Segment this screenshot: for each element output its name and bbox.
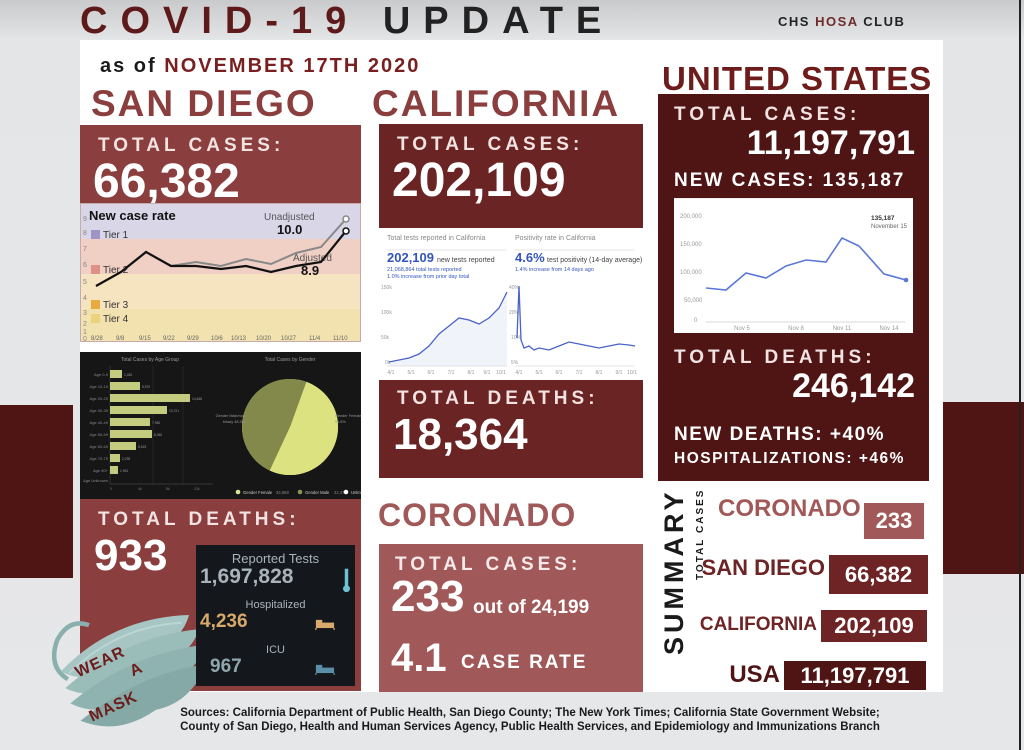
svg-text:Gender Male/non: Gender Male/non (216, 414, 245, 418)
svg-text:Age 50-59: Age 50-59 (90, 432, 109, 437)
svg-text:50k: 50k (381, 335, 390, 341)
svg-text:binary 48.3%: binary 48.3% (223, 420, 246, 424)
svg-text:1.4% increase from 14 days ago: 1.4% increase from 14 days ago (515, 267, 594, 273)
svg-text:Nov 11: Nov 11 (833, 326, 852, 332)
svg-text:202,109: 202,109 (387, 250, 434, 265)
svg-text:Gender Female: Gender Female (243, 490, 273, 495)
svg-text:40%: 40% (509, 285, 520, 291)
svg-text:New case rate: New case rate (89, 208, 176, 223)
svg-text:Gender Male: Gender Male (305, 490, 330, 495)
svg-text:Positivity rate in California: Positivity rate in California (515, 235, 596, 242)
svg-text:Nov 14: Nov 14 (879, 326, 899, 332)
svg-text:0: 0 (110, 487, 112, 491)
svg-text:4/1: 4/1 (388, 370, 395, 376)
svg-text:10/20: 10/20 (256, 336, 272, 342)
svg-text:6/1: 6/1 (428, 370, 435, 376)
svg-text:Age 70-79: Age 70-79 (90, 456, 109, 461)
svg-text:4/1: 4/1 (516, 370, 523, 376)
svg-text:Total Cases by Gender: Total Cases by Gender (265, 357, 316, 363)
svg-text:Age 60-69: Age 60-69 (90, 444, 109, 449)
svg-text:51.6%: 51.6% (335, 420, 346, 424)
svg-text:100k: 100k (381, 310, 392, 316)
svg-text:200,000: 200,000 (680, 214, 702, 220)
svg-text:2: 2 (83, 321, 87, 328)
svg-text:5/1: 5/1 (536, 370, 543, 376)
svg-text:6: 6 (83, 262, 87, 269)
svg-text:9/29: 9/29 (187, 336, 199, 342)
svg-text:Unknown: Unknown (351, 490, 361, 495)
svg-text:Age Unknown: Age Unknown (83, 478, 108, 483)
svg-text:Total Cases by Age Group: Total Cases by Age Group (121, 357, 179, 363)
svg-text:Age 0-9: Age 0-9 (94, 372, 109, 377)
svg-text:7/1: 7/1 (576, 370, 583, 376)
svg-text:135,187: 135,187 (871, 215, 895, 222)
svg-text:9/1: 9/1 (484, 370, 491, 376)
svg-text:50,000: 50,000 (684, 298, 703, 304)
svg-text:2,239: 2,239 (122, 457, 130, 461)
svg-text:150,000: 150,000 (680, 242, 702, 248)
svg-text:Total tests reported in Califo: Total tests reported in California (387, 235, 486, 242)
svg-text:12k: 12k (194, 487, 200, 491)
svg-text:10.0: 10.0 (277, 222, 302, 237)
svg-text:4k: 4k (138, 487, 142, 491)
svg-text:Age 10-19: Age 10-19 (90, 384, 109, 389)
svg-text:7,960: 7,960 (152, 421, 160, 425)
svg-text:Tier 4: Tier 4 (103, 314, 129, 325)
svg-text:Nov 5: Nov 5 (734, 326, 750, 332)
svg-text:8/1: 8/1 (596, 370, 603, 376)
svg-text:9/15: 9/15 (139, 336, 151, 342)
svg-text:test positivity (14-day averag: test positivity (14-day average) (547, 257, 642, 264)
svg-text:Age 80+: Age 80+ (93, 468, 109, 473)
svg-text:November 15: November 15 (871, 224, 908, 230)
svg-text:10/13: 10/13 (231, 336, 247, 342)
svg-text:5%: 5% (511, 360, 519, 366)
svg-text:Tier 3: Tier 3 (103, 300, 129, 311)
svg-text:10/1: 10/1 (496, 370, 506, 376)
svg-text:6/1: 6/1 (556, 370, 563, 376)
svg-text:5/1: 5/1 (408, 370, 415, 376)
svg-text:new tests reported: new tests reported (437, 257, 495, 264)
svg-text:11/10: 11/10 (333, 336, 348, 342)
svg-text:8: 8 (83, 230, 87, 237)
svg-text:11/4: 11/4 (309, 336, 321, 342)
svg-text:9: 9 (83, 216, 87, 223)
svg-text:8,362: 8,362 (154, 433, 162, 437)
svg-text:0: 0 (694, 318, 698, 324)
svg-text:14,648: 14,648 (192, 397, 202, 401)
svg-text:Age 20-29: Age 20-29 (90, 396, 109, 401)
svg-text:9/1: 9/1 (616, 370, 623, 376)
svg-text:Gender Female: Gender Female (335, 414, 361, 418)
svg-text:1,961: 1,961 (120, 469, 128, 473)
svg-text:1: 1 (83, 329, 87, 336)
svg-text:1,482: 1,482 (124, 373, 132, 377)
svg-text:10,721: 10,721 (169, 409, 179, 413)
svg-text:150k: 150k (381, 285, 392, 291)
svg-text:9/22: 9/22 (163, 336, 175, 342)
svg-text:7/1: 7/1 (448, 370, 455, 376)
svg-text:4.6%: 4.6% (515, 250, 545, 265)
svg-text:8/28: 8/28 (91, 336, 103, 342)
svg-text:5,570: 5,570 (142, 385, 150, 389)
svg-text:Age 40-49: Age 40-49 (90, 420, 109, 425)
svg-text:Tier 1: Tier 1 (103, 230, 129, 241)
svg-text:5: 5 (83, 279, 87, 286)
svg-text:0: 0 (83, 336, 87, 342)
svg-text:10%: 10% (511, 335, 522, 341)
svg-text:3: 3 (83, 310, 87, 317)
svg-text:5,615: 5,615 (138, 445, 146, 449)
svg-text:1.0% increase from prior day t: 1.0% increase from prior day total (387, 274, 469, 280)
svg-text:7: 7 (83, 246, 87, 253)
svg-text:8k: 8k (166, 487, 170, 491)
svg-text:4: 4 (83, 295, 87, 302)
svg-text:21,068,864 total tests reporte: 21,068,864 total tests reported (387, 267, 462, 273)
svg-text:10/6: 10/6 (211, 336, 223, 342)
svg-text:Age 30-39: Age 30-39 (90, 408, 109, 413)
svg-text:Nov 8: Nov 8 (788, 326, 804, 332)
svg-text:10/27: 10/27 (281, 336, 297, 342)
svg-text:34,668: 34,668 (276, 490, 289, 495)
svg-text:100,000: 100,000 (680, 270, 702, 276)
svg-text:10/1: 10/1 (627, 370, 637, 376)
svg-text:8/1: 8/1 (468, 370, 475, 376)
svg-text:9/8: 9/8 (116, 336, 125, 342)
